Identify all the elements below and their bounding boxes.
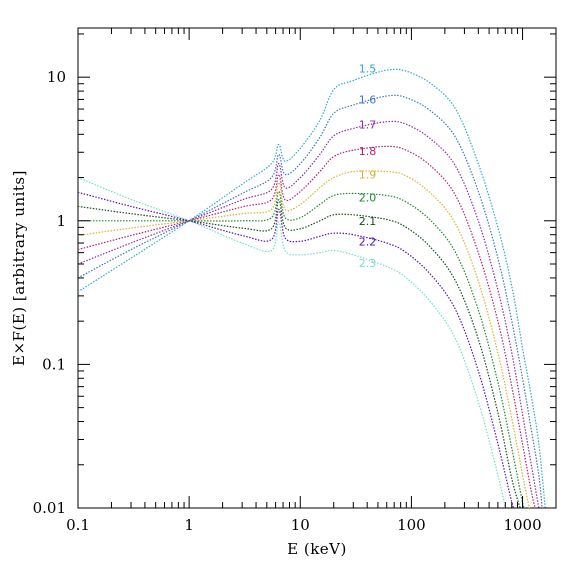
series-line-1-5 xyxy=(78,68,546,508)
series-line-1-8 xyxy=(78,145,536,508)
plot-frame xyxy=(77,27,557,509)
series-label-1-6: 1.6 xyxy=(359,93,377,106)
series-line-1-7 xyxy=(78,120,540,508)
y-tick-label: 0.01 xyxy=(33,499,66,517)
series-line-2-0 xyxy=(78,190,526,508)
series-line-2-2 xyxy=(78,191,516,508)
x-tick-label: 10 xyxy=(291,516,310,534)
x-tick-label: 1000 xyxy=(503,516,541,534)
series-label-2-1: 2.1 xyxy=(359,215,377,228)
y-tick-label: 1 xyxy=(56,212,66,230)
y-axis-title: E×F(E) [arbitrary units] xyxy=(10,170,28,366)
series-line-1-9 xyxy=(78,170,530,508)
series-label-2-2: 2.2 xyxy=(359,235,377,248)
series-label-1-8: 1.8 xyxy=(359,145,377,158)
x-axis-title: E (keV) xyxy=(287,540,347,558)
y-tick-label: 10 xyxy=(47,68,66,86)
series-label-2-3: 2.3 xyxy=(359,257,377,270)
series-label-2-0: 2.0 xyxy=(359,192,377,205)
x-tick-label: 0.1 xyxy=(66,516,90,534)
x-tick-label: 1 xyxy=(184,516,194,534)
series-label-1-5: 1.5 xyxy=(359,62,377,75)
series-line-1-6 xyxy=(78,94,543,508)
series-labels-layer: 1.5 1.6 1.7 1.8 1.9 2.0 2.1 2.2 2.3 xyxy=(359,62,377,269)
series-line-2-3 xyxy=(78,177,506,508)
x-tick-label: 100 xyxy=(397,516,426,534)
y-tick-label: 0.1 xyxy=(42,355,66,373)
series-label-1-9: 1.9 xyxy=(359,169,377,182)
series-layer xyxy=(78,68,546,508)
series-label-1-7: 1.7 xyxy=(359,118,377,131)
series-line-2-1 xyxy=(78,199,521,508)
